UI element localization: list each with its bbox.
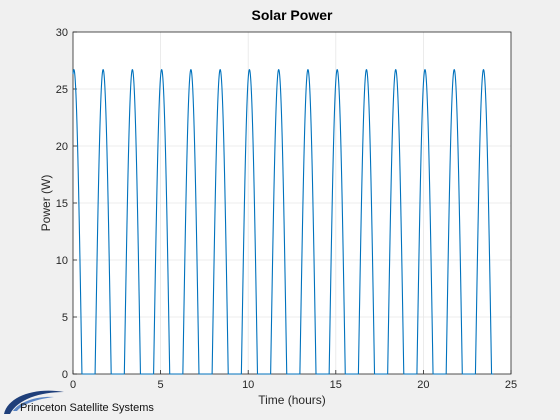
x-axis-ticks: 0 5 10 15 20 25	[70, 370, 517, 391]
x-tick-label-0: 0	[70, 379, 76, 391]
logo-swoosh	[4, 390, 64, 414]
company-logo: Princeton Satellite Systems	[4, 390, 154, 414]
y-tick-label-0: 0	[62, 369, 68, 381]
series-lines	[72, 69, 494, 375]
y-axis-label: Power (W)	[39, 175, 53, 232]
y-tick-label-5: 25	[56, 84, 68, 96]
x-tick-label-3: 15	[330, 379, 342, 391]
x-tick-label-2: 10	[242, 379, 254, 391]
y-axis-ticks: 0 5 10 15 20 25 30	[56, 27, 77, 381]
y-tick-label-3: 15	[56, 198, 68, 210]
y-tick-label-4: 20	[56, 141, 68, 153]
series-line-0	[72, 69, 494, 375]
logo-text: Princeton Satellite Systems	[20, 402, 154, 414]
x-axis-label: Time (hours)	[258, 393, 326, 407]
y-tick-label-2: 10	[56, 255, 68, 267]
x-tick-label-5: 25	[505, 379, 517, 391]
chart-title: Solar Power	[252, 7, 333, 23]
y-tick-label-6: 30	[56, 27, 68, 39]
x-tick-label-4: 20	[417, 379, 429, 391]
logo-swoosh-inner	[13, 396, 54, 411]
x-tick-label-1: 5	[158, 379, 164, 391]
y-tick-label-1: 5	[62, 312, 68, 324]
